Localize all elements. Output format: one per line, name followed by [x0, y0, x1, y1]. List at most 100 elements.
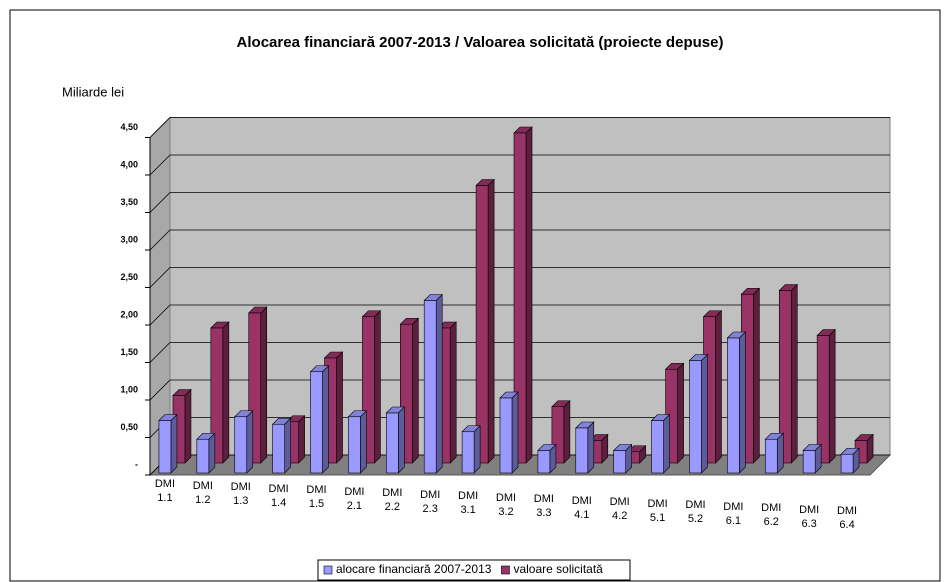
- legend-label: alocare financiară 2007-2013: [336, 562, 492, 576]
- x-tick-label: DMI 6.2: [761, 502, 782, 528]
- bar: [196, 438, 210, 474]
- bar-side: [790, 283, 798, 464]
- x-tick-label: DMI 3.1: [458, 490, 479, 516]
- legend-swatch: [501, 565, 510, 575]
- bar-side: [828, 328, 836, 464]
- bar-side: [412, 317, 419, 464]
- bar-side: [284, 417, 291, 474]
- x-tick-label: DMI 1.2: [192, 479, 213, 506]
- grid-line: [149, 117, 890, 138]
- bar: [475, 185, 489, 464]
- y-tick-label: -: [135, 459, 138, 469]
- bar-side: [701, 353, 708, 474]
- bar-side: [435, 293, 443, 474]
- bar: [689, 360, 702, 474]
- legend-label: valoare solicitată: [513, 562, 603, 576]
- bar: [575, 427, 589, 474]
- bar: [727, 337, 740, 474]
- y-tick-label: 4,50: [120, 122, 138, 132]
- x-tick-label: DMI 1.4: [268, 482, 289, 509]
- bar-side: [473, 425, 481, 474]
- bar: [348, 416, 361, 474]
- grid-line: [149, 379, 890, 401]
- bar: [513, 132, 527, 464]
- bar-side: [525, 126, 533, 464]
- bar-side: [374, 310, 381, 464]
- x-tick-label: DMI 3.3: [533, 493, 554, 519]
- grid-line: [149, 267, 890, 288]
- bar: [272, 423, 285, 474]
- bar-side: [222, 321, 230, 464]
- x-tick-label: DMI 4.2: [609, 496, 630, 522]
- bar-side: [677, 362, 684, 464]
- y-tick-label: 2,50: [120, 272, 138, 282]
- bar: [499, 397, 513, 474]
- y-tick-label: 1,50: [120, 347, 138, 357]
- bar: [310, 371, 323, 474]
- grid-line: [149, 342, 890, 363]
- bar-side: [184, 388, 192, 464]
- x-tick-label: DMI 6.4: [836, 505, 858, 531]
- bar: [651, 420, 664, 474]
- bar-side: [322, 365, 329, 474]
- x-tick-label: DMI 1.3: [230, 481, 251, 507]
- y-tick-label: 1,00: [120, 384, 138, 394]
- bar: [840, 453, 854, 474]
- bar: [802, 450, 816, 474]
- bar: [764, 438, 778, 474]
- bar-side: [246, 410, 254, 474]
- bar: [461, 431, 475, 474]
- bar-side: [776, 432, 784, 474]
- x-tick-label: DMI 2.1: [344, 485, 365, 512]
- grid-line: [149, 304, 890, 326]
- x-tick-label: DMI 6.3: [799, 503, 820, 530]
- bar-side: [398, 406, 405, 474]
- bar-side: [563, 400, 571, 464]
- chart-title: Alocarea financiară 2007-2013 / Valoarea…: [237, 34, 724, 51]
- x-tick-label: DMI 4.1: [571, 494, 592, 521]
- x-tick-label: DMI 5.1: [647, 497, 668, 524]
- y-axis-label: Miliarde lei: [62, 84, 124, 99]
- bar-side: [753, 287, 760, 464]
- x-tick-label: DMI 1.5: [306, 484, 327, 510]
- bar: [234, 416, 248, 474]
- bar-side: [298, 415, 305, 464]
- x-tick-label: DMI 2.3: [420, 488, 441, 515]
- bar-side: [587, 421, 595, 474]
- y-tick-label: 3,00: [120, 234, 138, 244]
- bar: [386, 412, 399, 474]
- bar-side: [715, 310, 722, 464]
- legend-box: [317, 559, 631, 581]
- grid-line: [149, 154, 890, 176]
- x-tick-label: DMI 6.1: [723, 500, 744, 527]
- bar: [158, 420, 172, 474]
- grid-line: [149, 192, 890, 213]
- bar-side: [663, 413, 670, 474]
- grid-line: [149, 229, 890, 251]
- x-tick-label: DMI 3.2: [495, 491, 517, 518]
- bar-side: [487, 178, 495, 464]
- x-tick-label: DMI 2.2: [382, 487, 403, 513]
- y-tick-label: 4,00: [120, 159, 138, 169]
- x-tick-label: DMI 5.2: [685, 499, 706, 525]
- y-tick-label: 0,50: [120, 422, 138, 432]
- bar: [210, 327, 224, 464]
- bar: [537, 450, 551, 474]
- bar-side: [208, 432, 216, 474]
- x-tick-label: DMI 1.1: [154, 478, 176, 504]
- bar-side: [511, 391, 519, 474]
- bar: [613, 450, 626, 474]
- y-tick-label: 2,00: [120, 309, 138, 319]
- bar: [816, 335, 830, 464]
- bar-side: [449, 321, 457, 464]
- bar-side: [336, 351, 343, 464]
- legend-swatch: [323, 565, 333, 575]
- bar-side: [260, 306, 268, 464]
- bar: [423, 300, 437, 474]
- bar-side: [360, 410, 367, 474]
- bar-side: [170, 413, 178, 474]
- y-tick-label: 3,50: [120, 197, 138, 207]
- bar-side: [739, 331, 746, 474]
